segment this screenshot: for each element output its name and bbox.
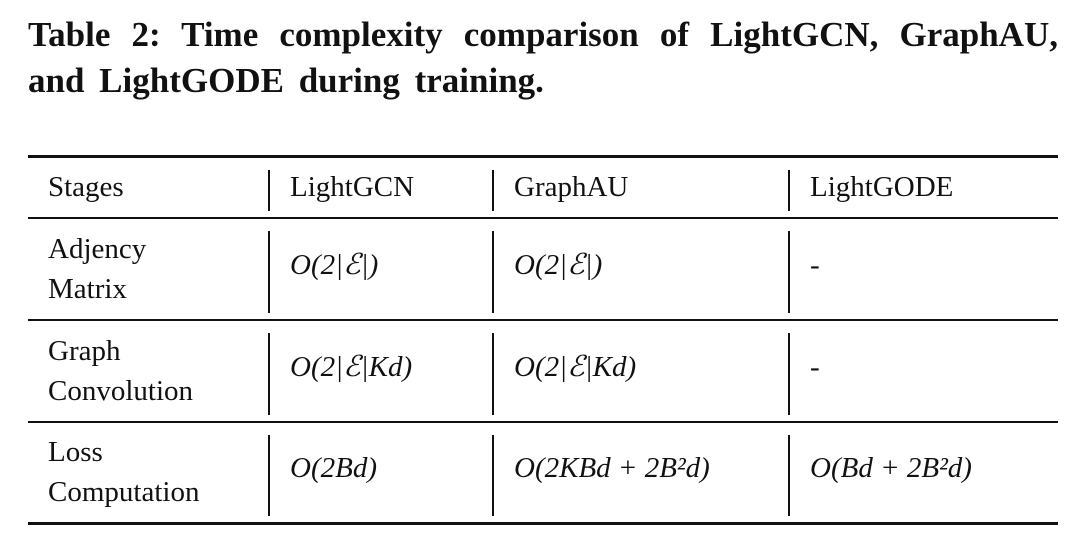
complexity-cell: - — [788, 320, 1058, 422]
stage-line: Graph — [48, 334, 121, 367]
stage-cell: Loss Computation — [28, 422, 268, 524]
table-row: Adjency Matrix O(2|ℰ|) O(2|ℰ|) - — [28, 218, 1058, 320]
complexity-cell: O(2|ℰ|Kd) — [268, 320, 492, 422]
complexity-cell: O(2Bd) — [268, 422, 492, 524]
stage-cell: Adjency Matrix — [28, 218, 268, 320]
complexity-cell: O(2|ℰ|Kd) — [492, 320, 788, 422]
header-cell: GraphAU — [492, 157, 788, 218]
complexity-cell: O(2|ℰ|) — [268, 218, 492, 320]
table-caption: Table 2: Time complexity comparison of L… — [28, 15, 1058, 100]
table-body: Adjency Matrix O(2|ℰ|) O(2|ℰ|) - Graph Convolu… — [28, 218, 1058, 524]
stage-line: Matrix — [48, 272, 127, 305]
complexity-cell: O(2|ℰ|) — [492, 218, 788, 320]
stage-line: Convolution — [48, 374, 194, 407]
table-row: Graph Convolution O(2|ℰ|Kd) O(2|ℰ|Kd) - — [28, 320, 1058, 422]
stage-line: Loss — [48, 436, 103, 469]
stage-line: Computation — [48, 476, 200, 509]
table-row: Loss Computation O(2Bd) O(2KBd + 2B²d) O(Bd … — [28, 422, 1058, 524]
header-cell: LightGCN — [268, 157, 492, 218]
complexity-table: Stages LightGCN GraphAU LightGODE Adjency Ma… — [28, 155, 1058, 525]
header-cell: LightGODE — [788, 157, 1058, 218]
header-cell: Stages — [48, 171, 124, 204]
complexity-cell: O(2KBd + 2B²d) — [492, 422, 788, 524]
complexity-cell: O(Bd + 2B²d) — [788, 422, 1058, 524]
stage-line: Adjency — [48, 232, 147, 265]
header-row: Stages LightGCN GraphAU LightGODE — [28, 156, 1058, 218]
stage-cell: Graph Convolution — [28, 320, 268, 422]
complexity-cell: - — [788, 218, 1058, 320]
